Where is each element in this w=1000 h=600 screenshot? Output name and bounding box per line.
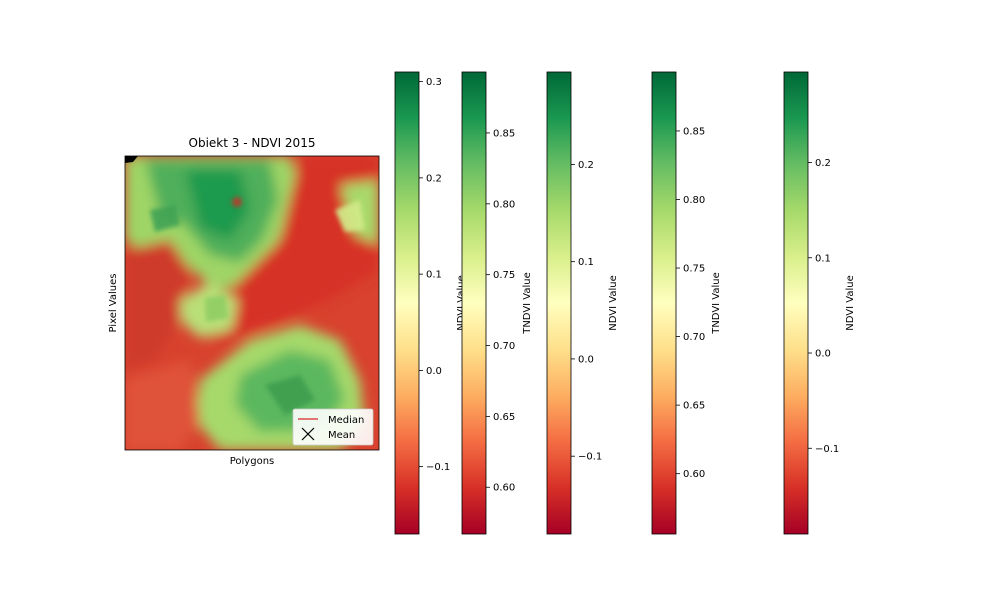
legend-median-label: Median (328, 415, 364, 426)
colorbar-5-tick-label: −0.1 (815, 444, 839, 455)
legend: Median Mean (292, 408, 374, 446)
colorbar-4-tick-label: 0.80 (683, 195, 705, 206)
colorbar-1: NDVI Value −0.1 0.0 0.1 0.2 0.3 (394, 71, 467, 535)
colorbar-1-tick-label: −0.1 (426, 462, 450, 473)
colorbar-3-gradient (546, 71, 572, 535)
colorbar-1-tick-label: 0.1 (426, 270, 442, 281)
colorbar-4-tick-label: 0.60 (683, 469, 705, 480)
colorbar-1-tick-label: 0.2 (426, 173, 442, 184)
colorbar-3-tick-label: 0.2 (578, 160, 594, 171)
colorbar-3: NDVI Value −0.1 0.0 0.1 0.2 (546, 71, 619, 535)
colorbar-4-tick-label: 0.65 (683, 401, 705, 412)
legend-box (292, 408, 374, 446)
colorbar-1-tick-label: 0.3 (426, 77, 442, 88)
colorbar-1-tick-label: 0.0 (426, 366, 442, 377)
colorbar-2-gradient (461, 71, 487, 535)
y-axis-label: Pixel Values (108, 274, 119, 333)
colorbar-4: TNDVI Value 0.60 0.65 0.70 0.75 0.80 0.85 (651, 71, 722, 535)
colorbar-2-tick-label: 0.80 (493, 199, 515, 210)
colorbar-5: NDVI Value −0.1 0.0 0.1 0.2 (783, 71, 856, 535)
colorbar-5-label: NDVI Value (845, 275, 856, 330)
colorbar-5-tick-label: 0.1 (815, 253, 831, 264)
colorbar-3-tick-label: 0.0 (578, 354, 594, 365)
heatmap-image (125, 156, 379, 450)
colorbar-3-label: NDVI Value (608, 275, 619, 330)
chart-title: Obiekt 3 - NDVI 2015 (189, 136, 316, 150)
colorbar-1-label: NDVI Value (456, 275, 467, 330)
colorbar-5-gradient (783, 71, 809, 535)
colorbar-5-tick-label: 0.0 (815, 349, 831, 360)
heatmap-panel: Obiekt 3 - NDVI 2015 (108, 136, 380, 467)
heatmap-frame (124, 155, 380, 451)
legend-mean-marker (301, 427, 315, 441)
colorbar-3-tick-label: 0.1 (578, 257, 594, 268)
colorbar-4-tick-label: 0.75 (683, 264, 705, 275)
colorbar-4-label: TNDVI Value (711, 272, 722, 335)
colorbar-2: TNDVI Value 0.60 0.65 0.70 0.75 0.80 0.85 (461, 71, 533, 535)
colorbar-2-tick-label: 0.75 (493, 270, 515, 281)
colorbar-4-tick-label: 0.85 (683, 126, 705, 137)
legend-mean-label: Mean (328, 430, 355, 441)
colorbar-2-tick-label: 0.60 (493, 483, 515, 494)
colorbar-5-tick-label: 0.2 (815, 158, 831, 169)
colorbar-4-tick-label: 0.70 (683, 332, 705, 343)
x-axis-label: Polygons (230, 456, 275, 467)
colorbar-2-label: TNDVI Value (522, 272, 533, 335)
colorbar-2-tick-label: 0.70 (493, 341, 515, 352)
colorbar-4-gradient (651, 71, 677, 535)
colorbar-2-tick-label: 0.85 (493, 128, 515, 139)
colorbar-2-tick-label: 0.65 (493, 412, 515, 423)
colorbar-3-tick-label: −0.1 (578, 452, 602, 463)
colorbar-1-gradient (394, 71, 420, 535)
